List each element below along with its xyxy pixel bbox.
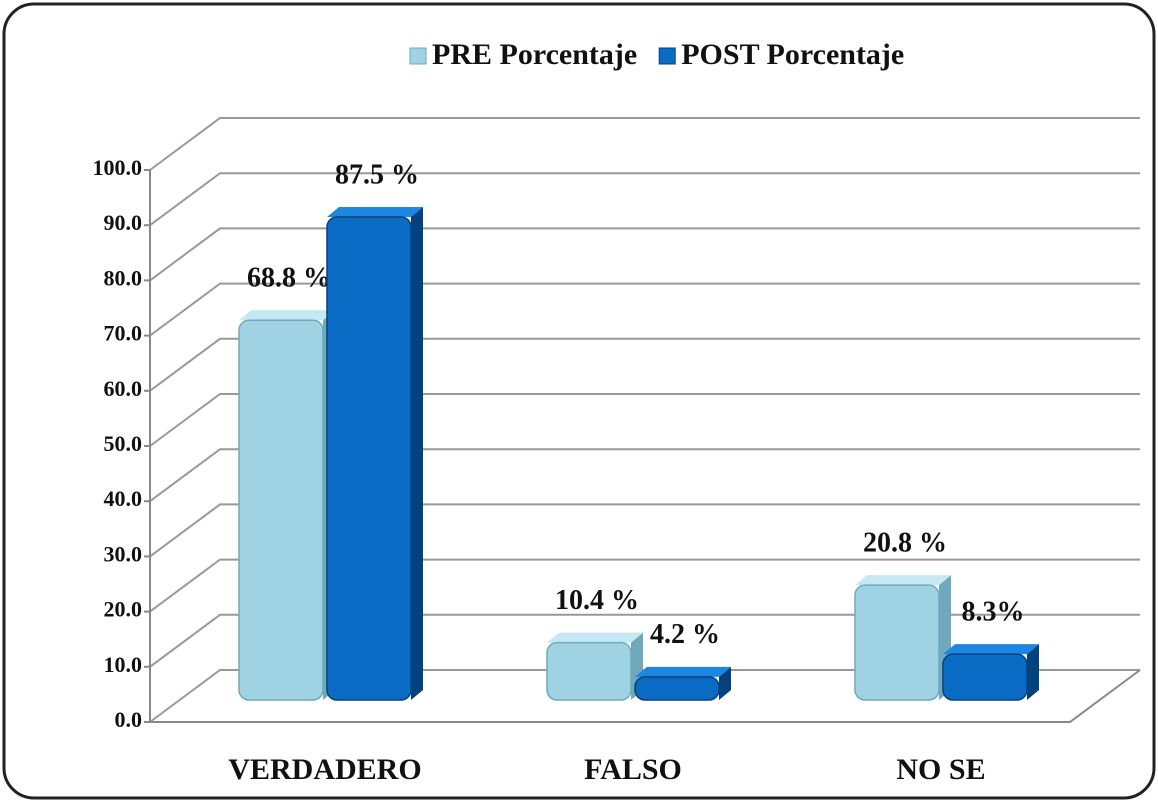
grid-line xyxy=(149,448,1140,503)
value-label: 68.8 % xyxy=(247,263,331,294)
y-tick-label: 50.0 xyxy=(104,431,143,456)
y-tick-label: 60.0 xyxy=(104,376,143,401)
grid-line xyxy=(149,503,1140,558)
grid-line xyxy=(149,227,1140,282)
x-tick-label: NO SE xyxy=(896,753,985,786)
grid-line xyxy=(149,558,1140,613)
bar-side xyxy=(719,666,731,700)
x-tick-label: VERDADERO xyxy=(228,753,421,786)
bar-top xyxy=(855,575,951,586)
grid-line xyxy=(149,613,1140,668)
bar-side xyxy=(1027,644,1039,700)
y-tick-label: 80.0 xyxy=(104,265,143,290)
grid-line xyxy=(149,117,1140,171)
grid-line xyxy=(149,669,1140,723)
value-label: 8.3% xyxy=(962,597,1025,628)
value-label: 10.4 % xyxy=(555,585,639,616)
y-tick-label: 70.0 xyxy=(104,321,143,346)
bar-side xyxy=(411,207,423,700)
grid-line xyxy=(149,282,1140,337)
floor xyxy=(150,669,1141,723)
bar-top xyxy=(635,666,731,677)
value-label: 4.2 % xyxy=(650,619,720,650)
bar-top xyxy=(943,644,1039,655)
bar xyxy=(546,641,632,701)
grid-line xyxy=(149,172,1140,227)
bar-top xyxy=(327,207,423,217)
bar xyxy=(238,319,324,701)
y-tick-label: 100.0 xyxy=(93,155,143,180)
bar xyxy=(854,584,940,701)
value-label: 20.8 % xyxy=(863,528,947,559)
y-tick-label: 0.0 xyxy=(115,707,143,732)
x-tick-label: FALSO xyxy=(584,753,682,786)
legend-swatch xyxy=(409,47,427,65)
value-label: 87.5 % xyxy=(335,159,419,190)
bar-top xyxy=(547,632,643,643)
y-tick-label: 10.0 xyxy=(104,652,143,677)
legend-label: POST Porcentaje xyxy=(681,38,904,71)
y-tick-label: 90.0 xyxy=(104,210,143,235)
grid-line xyxy=(149,337,1140,392)
legend-label: PRE Porcentaje xyxy=(432,38,637,71)
bar xyxy=(942,653,1028,701)
legend-swatch xyxy=(658,47,676,65)
y-tick-label: 40.0 xyxy=(104,486,143,511)
grid-line xyxy=(149,393,1140,447)
bar xyxy=(634,676,720,701)
y-tick-label: 20.0 xyxy=(104,597,143,622)
bar xyxy=(326,216,412,701)
bar-top xyxy=(239,310,335,321)
y-tick-label: 30.0 xyxy=(104,541,143,566)
